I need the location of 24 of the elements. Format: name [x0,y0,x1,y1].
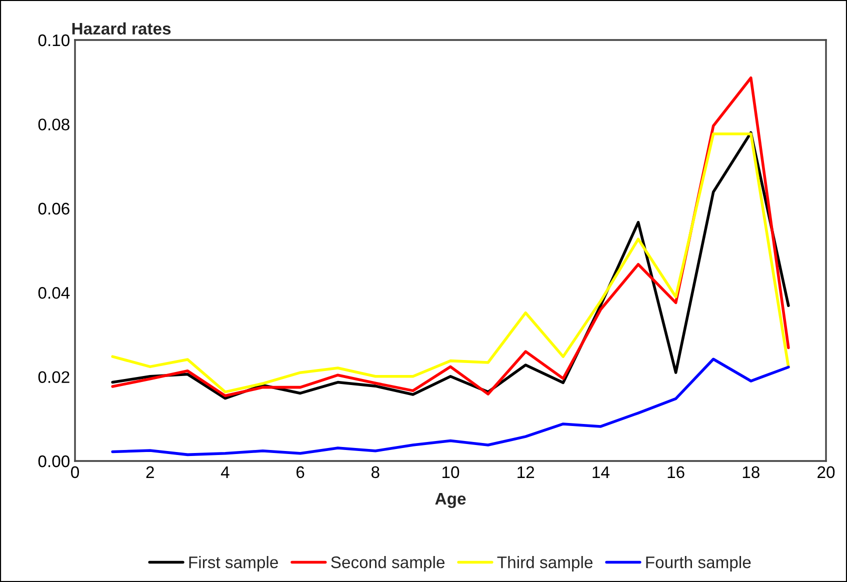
legend-label: Second sample [331,556,444,572]
x-tick-label: 8 [371,466,380,478]
x-tick-label: 20 [818,466,835,478]
x-tick-label: 4 [220,466,230,478]
x-tick-label: 0 [71,466,79,478]
y-tick-label: 0.10 [38,34,70,46]
line-series [111,358,790,456]
x-axis-title: Age [435,493,466,508]
legend-label: Fourth sample [646,556,751,572]
x-tick-label: 6 [296,466,304,478]
y-axis-title: Hazard rates [72,22,171,35]
x-tick-label: 12 [518,466,534,478]
x-tick-label: 14 [592,466,610,478]
y-tick-label: 0.02 [38,371,70,384]
y-tick-label: 0.06 [38,202,70,215]
y-tick-label: 0.08 [38,118,70,130]
x-tick-label: 10 [442,466,460,478]
legend-label: Third sample [497,556,592,572]
x-tick-label: 18 [742,466,760,478]
y-tick-label: 0.00 [38,455,70,468]
legend-label: First sample [189,556,278,572]
x-tick-label: 16 [668,466,684,478]
x-tick-label: 2 [146,466,154,478]
y-tick-label: 0.04 [38,287,70,299]
